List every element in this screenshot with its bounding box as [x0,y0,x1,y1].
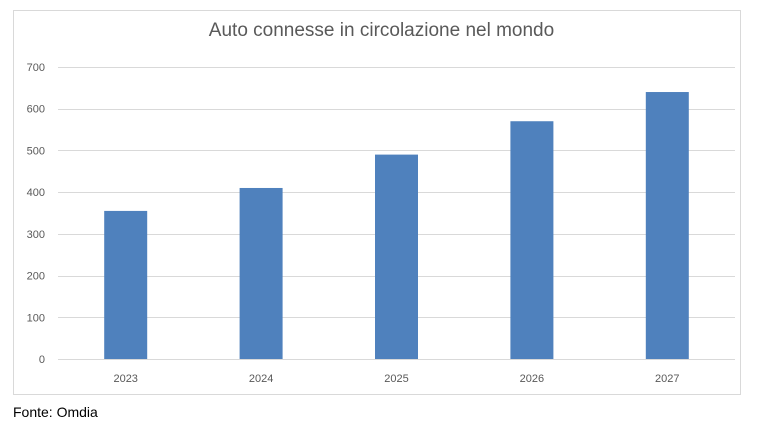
chart-title: Auto connesse in circolazione nel mondo [208,20,555,41]
y-tick-label: 600 [27,104,45,116]
y-axis-ticks: 0 100 200 300 400 500 600 700 [27,62,45,366]
source-note: Fonte: Omdia [13,404,98,420]
y-tick-label: 200 [27,271,45,283]
y-tick-label: 300 [27,229,45,241]
y-tick-label: 400 [27,187,45,199]
x-tick-label: 2027 [655,373,679,385]
bar-2026 [510,121,554,359]
x-tick-label: 2025 [384,373,408,385]
bar-2027 [645,92,689,360]
x-tick-label: 2023 [113,373,137,385]
x-tick-label: 2026 [520,373,544,385]
bar-2024 [239,187,283,359]
y-tick-label: 0 [39,354,45,366]
bars [104,92,689,360]
y-tick-label: 700 [27,62,45,74]
y-tick-label: 100 [27,312,45,324]
bar-2025 [375,154,418,359]
y-tick-label: 500 [27,145,45,157]
bar-2023 [104,210,148,359]
x-tick-label: 2024 [249,373,273,385]
x-axis-ticks: 2023 2024 2025 2026 2027 [113,373,679,385]
